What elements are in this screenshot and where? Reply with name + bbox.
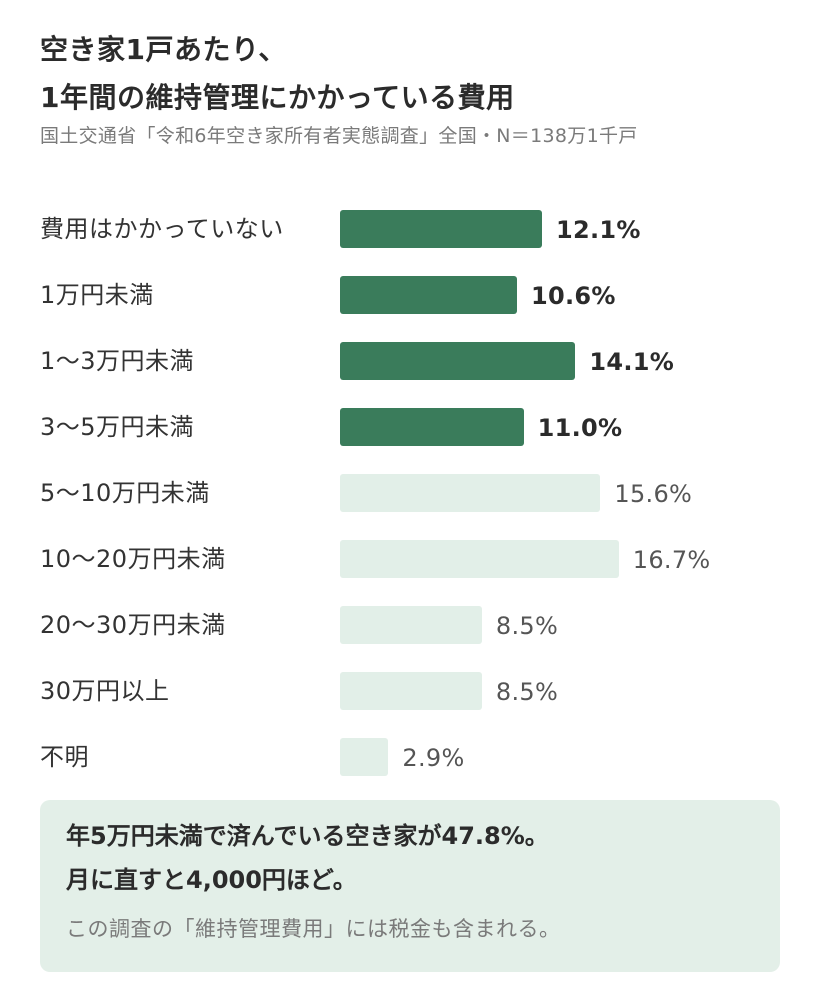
category-label: 1万円未満	[40, 281, 154, 309]
bar	[340, 606, 482, 644]
bar	[340, 342, 576, 380]
chart-source: 国土交通省「令和6年空き家所有者実態調査」全国・N＝138万1千戸	[40, 125, 638, 147]
category-label: 10〜20万円未満	[40, 545, 226, 573]
value-label: 16.7%	[632, 546, 711, 574]
callout-note: この調査の「維持管理費用」には税金も含まれる。	[66, 917, 561, 941]
bar	[340, 408, 524, 446]
callout-line1: 年5万円未満で済んでいる空き家が47.8%。	[66, 822, 549, 850]
bar	[340, 540, 619, 578]
category-label: 不明	[40, 743, 89, 771]
chart-title-line2: 1年間の維持管理にかかっている費用	[40, 81, 515, 114]
value-label: 10.6%	[530, 282, 616, 310]
bar	[340, 210, 542, 248]
callout-box: 年5万円未満で済んでいる空き家が47.8%。 月に直すと4,000円ほど。 この…	[40, 800, 780, 972]
value-label: 11.0%	[537, 414, 623, 442]
value-label: 8.5%	[495, 678, 559, 706]
category-label: 費用はかかっていない	[40, 215, 284, 243]
bar	[340, 276, 517, 314]
callout-headline: 年5万円未満で済んでいる空き家が47.8%。 月に直すと4,000円ほど。	[66, 814, 766, 902]
value-label: 2.9%	[402, 744, 465, 772]
callout-line2: 月に直すと4,000円ほど。	[66, 866, 357, 894]
category-label: 5〜10万円未満	[40, 479, 210, 507]
bar	[340, 738, 389, 776]
category-label: 1〜3万円未満	[40, 347, 195, 375]
category-label: 20〜30万円未満	[40, 611, 226, 639]
value-label: 14.1%	[589, 348, 675, 376]
bar	[340, 474, 601, 512]
value-label: 12.1%	[556, 216, 641, 244]
bar	[340, 672, 482, 710]
value-label: 15.6%	[614, 480, 693, 508]
category-label: 30万円以上	[40, 677, 170, 705]
chart-title: 空き家1戸あたり、 1年間の維持管理にかかっている費用	[40, 26, 780, 122]
chart-title-line1: 空き家1戸あたり、	[40, 33, 287, 66]
value-label: 8.5%	[495, 612, 559, 640]
category-label: 3〜5万円未満	[40, 413, 195, 441]
